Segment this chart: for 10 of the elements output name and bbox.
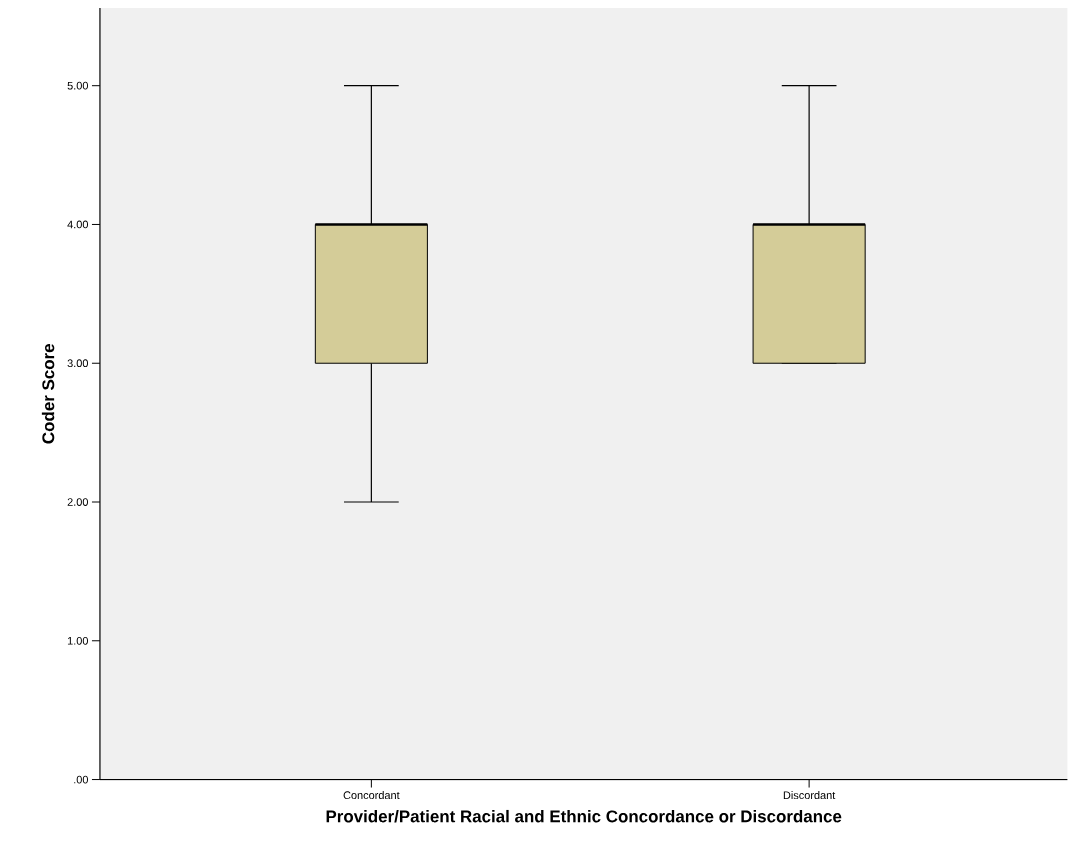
- y-tick-label: 3.00: [67, 359, 88, 368]
- y-tick-label: .00: [74, 775, 88, 784]
- y-tick-label: 1.00: [67, 637, 88, 645]
- x-tick-label: Discordant: [783, 791, 836, 800]
- y-tick-label: 2.00: [67, 498, 88, 507]
- y-axis-title: Coder Score: [41, 344, 55, 444]
- x-axis-title: Provider/Patient Racial and Ethnic Concordance or Discordance: [326, 810, 842, 823]
- x-tick-label: Concordant: [343, 791, 400, 800]
- y-tick-label: 5.00: [67, 82, 88, 90]
- y-tick-label: 4.00: [67, 220, 88, 229]
